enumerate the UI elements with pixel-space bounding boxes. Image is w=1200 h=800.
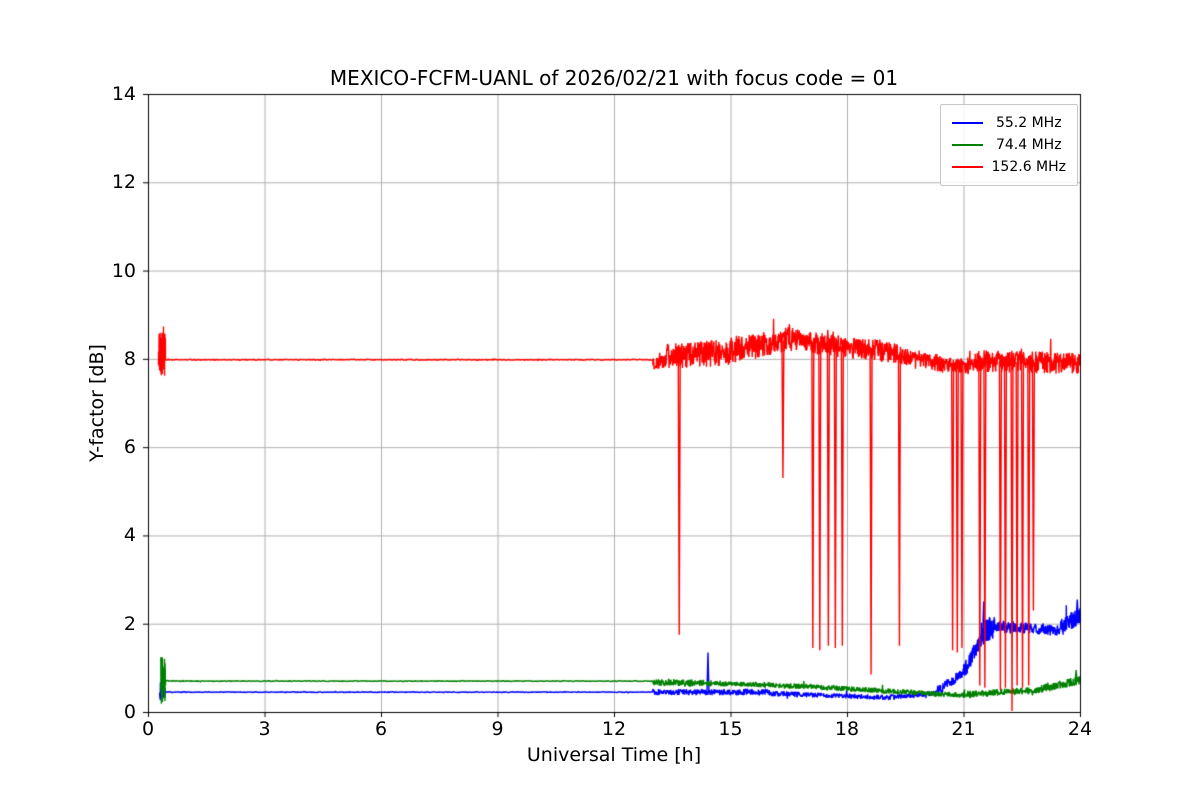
legend-line-sample-icon	[951, 166, 983, 168]
x-tick-label: 3	[258, 718, 271, 740]
legend-entry-label: 74.4 MHz	[991, 137, 1062, 153]
x-tick-label: 6	[374, 718, 388, 740]
legend-entry-label: 55.2 MHz	[991, 115, 1062, 131]
chart-title: MEXICO-FCFM-UANL of 2026/02/21 with focu…	[329, 66, 899, 90]
x-axis-label: Universal Time [h]	[526, 744, 702, 766]
x-tick-label: 9	[491, 718, 504, 740]
y-tick-label: 0	[123, 701, 136, 723]
legend-line-sample-icon	[951, 144, 983, 146]
y-tick-label: 8	[123, 347, 136, 370]
y-tick-label: 14	[111, 83, 136, 105]
legend-entry: 152.6 MHz	[951, 156, 1066, 178]
y-tick-label: 10	[111, 259, 136, 282]
legend-entry-label: 152.6 MHz	[991, 159, 1066, 175]
x-tick-label: 12	[601, 718, 627, 740]
y-tick-label: 4	[123, 524, 136, 547]
legend-entry: 74.4 MHz	[951, 134, 1066, 156]
legend-entry: 55.2 MHz	[951, 112, 1066, 134]
y-tick-label: 2	[123, 612, 136, 635]
x-tick-label: 21	[951, 718, 976, 740]
y-tick-label: 6	[123, 436, 136, 459]
legend: 55.2 MHz 74.4 MHz 152.6 MHz	[939, 104, 1078, 186]
legend-line-sample-icon	[951, 122, 983, 124]
y-tick-label: 12	[111, 171, 136, 194]
x-tick-label: 0	[141, 718, 155, 740]
x-tick-label: 24	[1067, 718, 1093, 740]
x-tick-label: 18	[834, 718, 860, 740]
x-tick-label: 15	[718, 718, 743, 740]
